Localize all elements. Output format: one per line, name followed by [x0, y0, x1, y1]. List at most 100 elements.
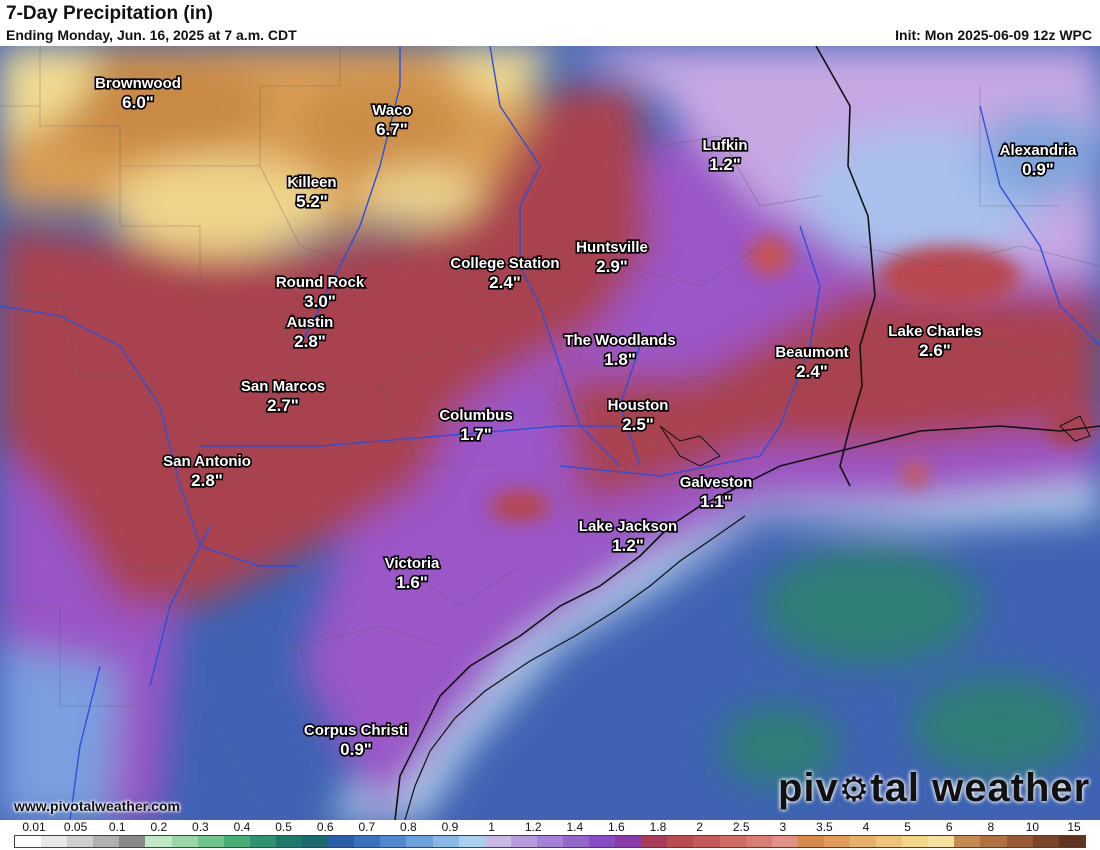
legend-tick-label: 6: [945, 820, 953, 834]
city-precip-value: 0.9": [340, 740, 372, 759]
site-url[interactable]: www.pivotalweather.com: [14, 798, 180, 814]
legend-tick-label: 1.6: [608, 820, 625, 834]
legend-swatch: [145, 836, 172, 847]
legend-swatch: [589, 836, 616, 847]
legend-swatch: [797, 836, 824, 847]
city-name: San Antonio: [163, 453, 251, 470]
city-precip-value: 1.2": [612, 536, 644, 555]
legend-swatch: [119, 836, 146, 847]
la-coast-detail: [1059, 415, 1091, 442]
legend-swatch: [171, 836, 198, 847]
city-precip-value: 2.5": [622, 415, 654, 434]
legend-tick-label: 0.4: [233, 820, 251, 834]
state-border: [815, 46, 876, 487]
legend-tick-label: 0.9: [441, 820, 459, 834]
city-precip-value: 6.7": [376, 120, 408, 139]
legend-swatch: [1032, 836, 1059, 847]
legend-swatch: [823, 836, 850, 847]
legend-tick-label: 1.2: [524, 820, 542, 834]
legend-swatch: [432, 836, 459, 847]
legend-tick-label: 0.05: [63, 820, 88, 834]
legend-tick-label: 1.8: [649, 820, 667, 834]
legend-swatch: [249, 836, 276, 847]
legend-tick-label: 0.2: [150, 820, 168, 834]
legend-swatch: [954, 836, 981, 847]
header: 7-Day Precipitation (in) Ending Monday, …: [0, 0, 1100, 46]
city-name: Beaumont: [775, 344, 848, 361]
city-precip-value: 1.6": [396, 573, 428, 592]
county-lines: [0, 46, 1100, 807]
legend-swatch: [354, 836, 381, 847]
city-name: Brownwood: [95, 75, 181, 92]
city-name: Alexandria: [1000, 142, 1077, 159]
city-name: Victoria: [385, 555, 440, 572]
legend-swatch: [328, 836, 355, 847]
legend-swatch: [641, 836, 668, 847]
city-precip-value: 2.7": [267, 396, 299, 415]
legend-tick-label: 2: [696, 820, 703, 834]
galveston-bay: [659, 425, 721, 467]
legend-tick-label: 5: [904, 820, 911, 834]
legend-tick-label: 3.5: [816, 820, 833, 834]
map-subtitle: Ending Monday, Jun. 16, 2025 at 7 a.m. C…: [6, 27, 297, 43]
city-precip-value: 0.9": [1022, 160, 1054, 179]
city-precip-value: 2.4": [489, 273, 521, 292]
precipitation-map[interactable]: Brownwood 6.0" Waco 6.7" Killeen 5.2" Lufkin 1.…: [0, 46, 1100, 820]
legend-tick-label: 4: [862, 820, 870, 834]
city-name: Killeen: [287, 174, 336, 191]
legend-swatch: [928, 836, 955, 847]
legend-swatch: [484, 836, 511, 847]
barrier-islands: [404, 515, 746, 820]
legend-swatch: [980, 836, 1007, 847]
legend-swatch: [458, 836, 485, 847]
legend-tick-label: 15: [1067, 820, 1081, 834]
city-precip-value: 2.9": [596, 257, 628, 276]
brand-text: piv⚙tal weather: [778, 766, 1091, 810]
city-precip-value: 5.2": [296, 192, 328, 211]
init-time: Init: Mon 2025-06-09 12z WPC: [895, 27, 1092, 43]
legend-tick-label: 2.5: [732, 820, 750, 834]
city-name: Corpus Christi: [304, 722, 408, 739]
legend-swatch: [93, 836, 120, 847]
legend-tick-label: 8: [987, 820, 995, 834]
legend-tick-label: 10: [1025, 820, 1040, 834]
legend-tick-label: 0.7: [358, 820, 376, 834]
legend-swatch: [667, 836, 694, 847]
city-name: Lake Jackson: [579, 518, 677, 535]
legend-tick-label: 0.1: [108, 820, 126, 834]
legend-swatch: [562, 836, 590, 847]
legend-swatch: [380, 836, 407, 847]
city-name: Huntsville: [576, 239, 648, 256]
legend-tick-label: 0.01: [22, 820, 46, 834]
city-name: Round Rock: [276, 274, 365, 291]
precip-cells: [490, 236, 1095, 522]
city-name: San Marcos: [241, 378, 325, 395]
legend-swatch: [902, 836, 929, 847]
city-precip-value: 2.6": [919, 341, 951, 360]
legend-swatch: [41, 836, 68, 847]
legend-swatch: [615, 836, 642, 847]
legend-swatch: [1058, 836, 1085, 847]
legend-swatch: [719, 836, 746, 847]
precip-field: [0, 46, 1100, 820]
legend-swatch: [745, 836, 772, 847]
legend-swatch: [406, 836, 433, 847]
gear-icon: ⚙: [838, 771, 871, 809]
city-precip-value: 3.0": [304, 292, 336, 311]
legend-swatch: [302, 836, 329, 847]
legend-tick-label: 1: [488, 820, 495, 834]
